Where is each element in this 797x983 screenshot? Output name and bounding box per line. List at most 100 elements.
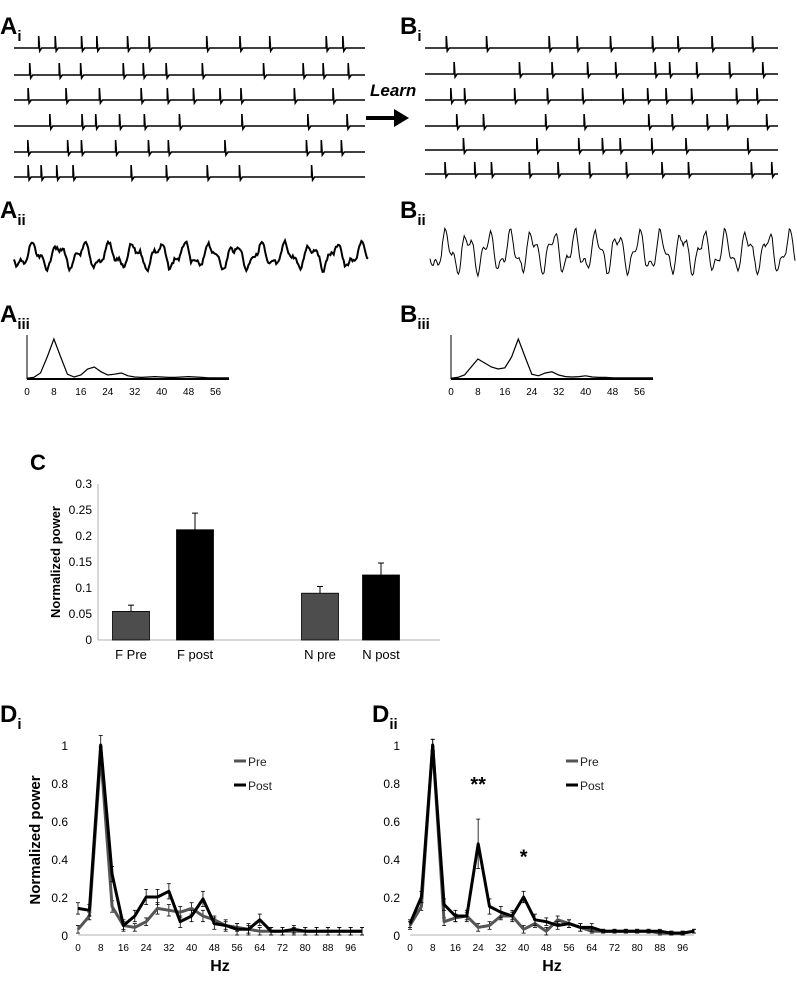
y-axis-label: Normalized power — [48, 506, 63, 618]
y-tick-label: 0.2 — [51, 891, 68, 905]
y-tick-label: 1 — [61, 739, 68, 753]
raster-trace — [425, 61, 778, 80]
x-tick-label: 80 — [632, 943, 644, 954]
x-tick-label: 48 — [607, 387, 619, 398]
x-tick-label: 16 — [75, 387, 87, 398]
x-tick-label: 40 — [156, 387, 168, 398]
x-tick-label: 0 — [75, 943, 81, 954]
category-label: F post — [177, 647, 214, 662]
spectrum-line — [26, 337, 229, 379]
panel-label-a-iii: Aiii — [0, 301, 30, 333]
y-tick-label: 0 — [393, 929, 400, 943]
x-tick-label: 88 — [654, 943, 666, 954]
y-tick-label: 0.1 — [75, 581, 92, 595]
raster-trace — [425, 35, 778, 54]
x-tick-label: 24 — [141, 943, 153, 954]
raster-trace — [14, 113, 365, 132]
y-tick-label: 1 — [393, 739, 400, 753]
raster-trace — [425, 87, 778, 106]
spectrum-chart-b: 0 8 16 24 32 40 48 56 — [448, 335, 653, 398]
panel-label-b-i: Bi — [400, 13, 422, 45]
x-tick-label: 32 — [495, 943, 507, 954]
series-line-post — [77, 743, 362, 933]
x-tick-label: 88 — [322, 943, 334, 954]
y-axis-label: Normalized power — [27, 775, 44, 904]
learn-label: Learn — [370, 81, 416, 100]
category-label: F Pre — [115, 647, 147, 662]
x-tick-label: 16 — [118, 943, 130, 954]
x-tick-label: 24 — [102, 387, 114, 398]
x-tick-label: 0 — [448, 387, 454, 398]
learn-arrow-icon — [366, 109, 409, 127]
x-tick-label: 96 — [677, 943, 689, 954]
raster-trace — [14, 139, 365, 158]
x-tick-label: 8 — [51, 387, 57, 398]
bar — [301, 592, 339, 641]
panel-label-b-ii: Bii — [400, 197, 426, 229]
category-label: N pre — [304, 647, 336, 662]
raster-trace — [14, 62, 365, 81]
raster-traces-a — [14, 35, 365, 183]
x-tick-label: 72 — [277, 943, 289, 954]
x-axis-label: Hz — [210, 958, 230, 975]
category-label: N post — [362, 647, 400, 662]
x-tick-label: 40 — [186, 943, 198, 954]
bar — [362, 574, 400, 641]
x-tick-label: 24 — [526, 387, 538, 398]
spectrum-line — [450, 337, 653, 379]
x-tick-label: 80 — [300, 943, 312, 954]
x-tick-label: 64 — [254, 943, 266, 954]
x-tick-label: 56 — [210, 387, 222, 398]
raster-trace — [425, 113, 778, 132]
bar-chart-c: 0 0.05 0.1 0.15 0.2 0.25 0.3 F Pre F post N pre N … — [48, 477, 440, 662]
line-chart-d-ii: 0 0.2 0.4 0.6 0.8 1 0 8 16 24 32 40 48 56 64 72 80 88 96 Hz… — [383, 738, 696, 975]
y-tick-label: 0.4 — [51, 853, 68, 867]
x-tick-label: 40 — [580, 387, 592, 398]
raster-trace — [425, 161, 778, 180]
y-tick-label: 0.3 — [75, 477, 92, 491]
y-tick-label: 0.15 — [69, 555, 93, 569]
y-tick-label: 0.25 — [69, 503, 93, 517]
series-line-post — [408, 743, 695, 935]
x-tick-label: 48 — [209, 943, 221, 954]
x-axis-label: Hz — [542, 958, 562, 975]
legend-label: Pre — [580, 755, 599, 769]
panel-label-a-ii: Aii — [0, 197, 26, 229]
panel-label-a-i: Ai — [0, 13, 22, 45]
legend-label: Post — [248, 779, 273, 793]
significance-annotation: ** — [470, 774, 486, 796]
legend-label: Pre — [248, 755, 267, 769]
spectrum-chart-a: 0 8 16 24 32 40 48 56 — [24, 335, 229, 398]
panel-label-b-iii: Biii — [400, 301, 430, 333]
significance-annotation: * — [520, 846, 528, 868]
x-tick-label: 96 — [345, 943, 357, 954]
x-tick-label: 40 — [518, 943, 530, 954]
bar — [176, 529, 214, 641]
y-tick-label: 0.8 — [51, 777, 68, 791]
y-tick-label: 0.2 — [383, 891, 400, 905]
x-tick-label: 24 — [473, 943, 485, 954]
raster-trace — [425, 137, 778, 156]
series-line-pre — [408, 743, 695, 935]
y-tick-label: 0.4 — [383, 853, 400, 867]
x-tick-label: 48 — [183, 387, 195, 398]
x-tick-label: 16 — [450, 943, 462, 954]
x-tick-label: 0 — [407, 943, 413, 954]
x-tick-label: 72 — [609, 943, 621, 954]
y-tick-label: 0 — [61, 929, 68, 943]
x-tick-label: 8 — [98, 943, 104, 954]
y-tick-label: 0.6 — [51, 815, 68, 829]
panel-label-c: C — [30, 450, 46, 475]
x-tick-label: 32 — [163, 943, 175, 954]
x-tick-label: 0 — [24, 387, 30, 398]
y-tick-label: 0.6 — [383, 815, 400, 829]
x-tick-label: 8 — [475, 387, 481, 398]
x-tick-label: 32 — [553, 387, 565, 398]
y-tick-label: 0.05 — [69, 607, 93, 621]
panel-label-d-i: Di — [0, 701, 22, 733]
x-tick-label: 64 — [586, 943, 598, 954]
legend-label: Post — [580, 779, 605, 793]
x-tick-label: 48 — [541, 943, 553, 954]
y-tick-label: 0.2 — [75, 529, 92, 543]
series-line-pre — [76, 753, 362, 933]
